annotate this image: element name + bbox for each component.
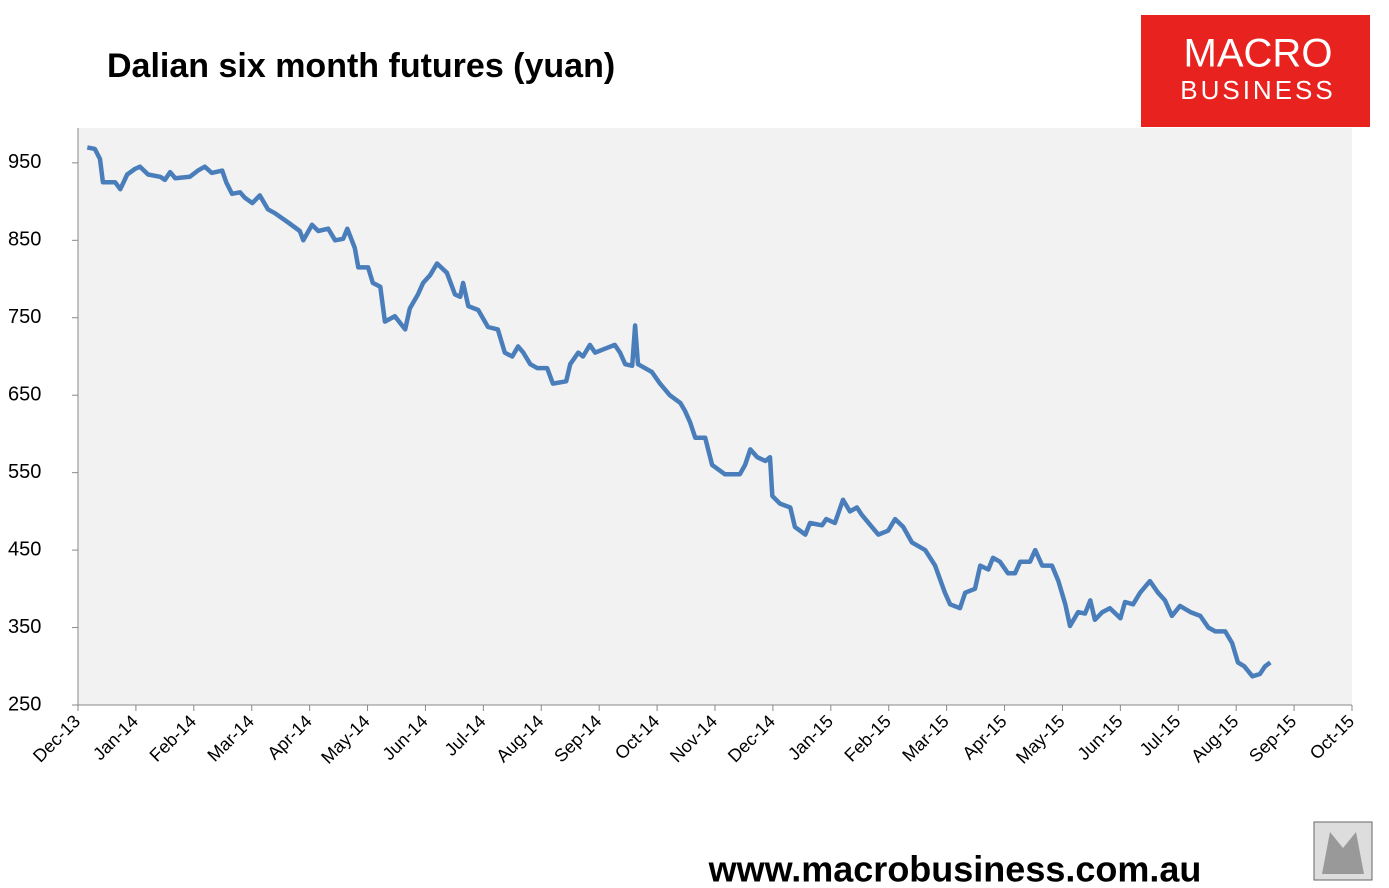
x-tick-label: Aug-15 — [1187, 711, 1242, 766]
y-tick-label: 350 — [8, 616, 41, 638]
x-tick-label: Jun-15 — [1073, 711, 1126, 764]
x-tick-label: Mar-15 — [898, 711, 952, 765]
x-tick-label: May-15 — [1012, 711, 1069, 768]
x-tick-label: Jun-14 — [379, 711, 432, 764]
y-tick-label: 550 — [8, 461, 41, 483]
x-tick-label: Dec-13 — [29, 711, 84, 766]
x-tick-label: Oct-14 — [611, 711, 663, 763]
x-tick-label: Mar-14 — [203, 711, 257, 765]
y-tick-label: 650 — [8, 383, 41, 405]
logo-text: BUSINESS — [1180, 75, 1336, 105]
footer-url: www.macrobusiness.com.au — [708, 849, 1202, 888]
x-tick-label: Apr-14 — [263, 711, 315, 763]
chart-title: Dalian six month futures (yuan) — [107, 47, 615, 85]
x-tick-label: Feb-15 — [840, 711, 894, 765]
x-tick-label: Aug-14 — [492, 711, 547, 766]
y-tick-label: 850 — [8, 229, 41, 251]
y-tick-label: 750 — [8, 306, 41, 328]
plot-area — [78, 128, 1352, 705]
x-tick-label: Dec-14 — [724, 711, 779, 766]
fox-icon-shape — [1322, 832, 1364, 874]
x-tick-label: Jul-15 — [1136, 711, 1185, 760]
x-tick-label: Sep-14 — [550, 711, 605, 766]
x-tick-label: Feb-14 — [146, 711, 200, 765]
y-tick-label: 250 — [8, 693, 41, 715]
series-line — [86, 145, 1272, 679]
x-tick-label: Nov-14 — [666, 711, 721, 766]
logo-box — [1141, 15, 1370, 127]
logo-text: MACRO — [1184, 32, 1333, 76]
x-tick-label: Apr-15 — [958, 711, 1010, 763]
x-tick-label: Jan-15 — [784, 711, 837, 764]
x-tick-label: Sep-15 — [1245, 711, 1300, 766]
x-tick-label: Jul-14 — [441, 711, 490, 760]
x-tick-label: Oct-15 — [1306, 711, 1358, 763]
y-tick-label: 450 — [8, 538, 41, 560]
x-tick-label: Jan-14 — [89, 711, 142, 764]
x-tick-label: May-14 — [317, 711, 374, 768]
y-tick-label: 950 — [8, 151, 41, 173]
